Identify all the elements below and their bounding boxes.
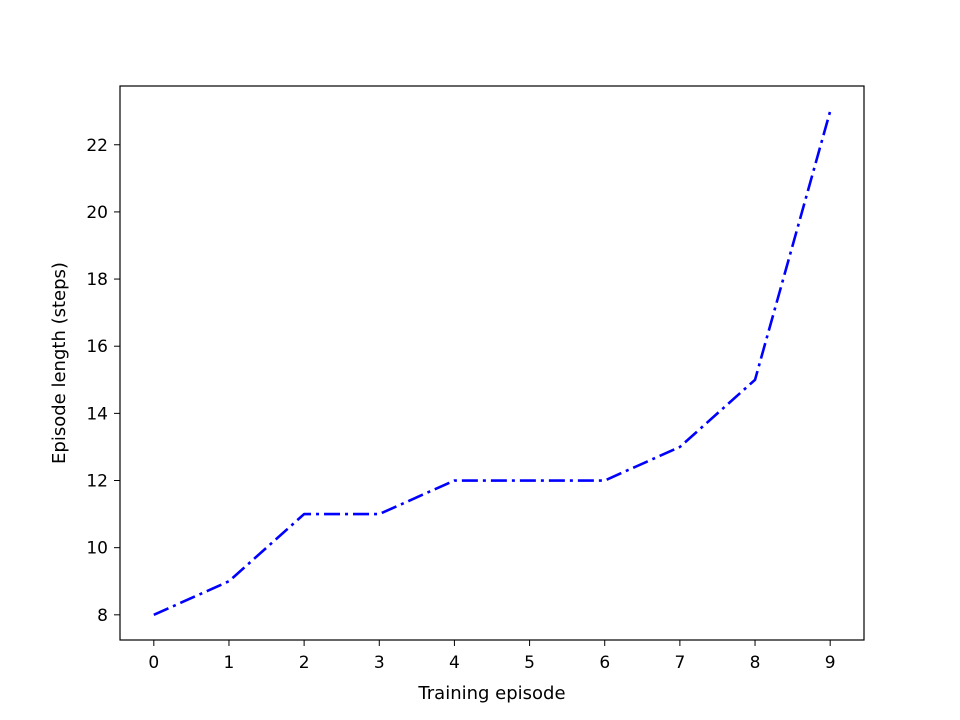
x-tick-label: 1: [224, 653, 235, 673]
y-axis-label: Episode length (steps): [49, 262, 70, 464]
x-tick-label: 4: [449, 653, 460, 673]
x-tick-label: 6: [599, 653, 610, 673]
plot-frame: [119, 85, 865, 641]
x-tick-label: 0: [148, 653, 159, 673]
series-line: [153, 110, 832, 617]
y-axis: 8 10 12 14 16 18 20 22: [86, 136, 120, 626]
y-tick-label: 20: [86, 203, 108, 223]
x-tick-label: 9: [825, 653, 836, 673]
x-tick-label: 2: [299, 653, 310, 673]
x-tick-label: 7: [674, 653, 685, 673]
y-tick-label: 14: [86, 404, 108, 424]
y-tick-label: 22: [86, 136, 108, 156]
x-tick-label: 5: [524, 653, 535, 673]
x-axis-label: Training episode: [417, 683, 565, 704]
y-tick-label: 16: [86, 337, 108, 357]
x-tick-label: 8: [750, 653, 761, 673]
x-tick-label: 3: [374, 653, 385, 673]
plot-layer: [153, 110, 832, 617]
y-tick-label: 12: [86, 472, 108, 492]
x-axis: 0 1 2 3 4 5 6 7 8 9: [148, 640, 836, 673]
y-tick-label: 18: [86, 270, 108, 290]
y-tick-label: 8: [97, 606, 108, 626]
y-tick-label: 10: [86, 539, 108, 559]
